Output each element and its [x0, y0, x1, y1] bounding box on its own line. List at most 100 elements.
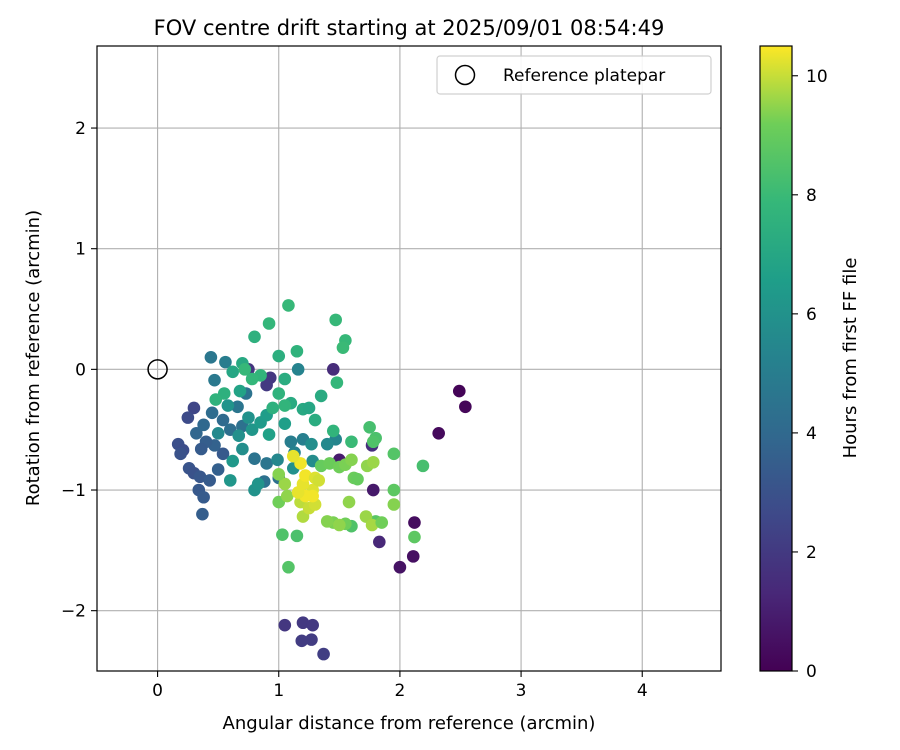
data-point: [278, 372, 292, 386]
data-point: [248, 330, 261, 344]
data-point: [208, 373, 221, 387]
data-point: [342, 495, 356, 509]
data-point: [320, 515, 334, 528]
data-point: [286, 449, 300, 463]
data-points: [171, 299, 472, 661]
data-point: [278, 399, 292, 412]
x-tick-label: 0: [152, 681, 163, 701]
data-point: [326, 424, 340, 438]
data-point: [345, 435, 358, 449]
y-tick-label: −1: [61, 481, 86, 501]
colorbar-tick-label: 8: [806, 186, 817, 206]
colorbar-tick-label: 4: [806, 424, 817, 444]
reference-platepar-marker: [147, 359, 168, 380]
data-point: [278, 477, 292, 491]
data-point: [306, 618, 319, 632]
colorbar-label: Hours from first FF file: [840, 258, 861, 459]
data-point: [236, 442, 249, 456]
x-tick-label: 3: [516, 681, 527, 701]
data-point: [211, 427, 225, 440]
data-point: [278, 417, 292, 430]
data-point: [375, 516, 389, 529]
data-point: [205, 406, 219, 420]
data-point: [408, 516, 421, 529]
data-point: [226, 365, 240, 379]
data-point: [276, 528, 289, 541]
data-point: [174, 447, 187, 461]
data-point: [305, 437, 318, 451]
data-point: [366, 435, 380, 449]
data-point: [196, 507, 209, 521]
data-point: [393, 560, 407, 574]
legend-reference-marker-icon: [454, 64, 476, 86]
data-point: [373, 535, 386, 549]
data-point: [282, 299, 295, 312]
data-point: [323, 457, 336, 470]
data-point: [197, 490, 210, 504]
data-point: [416, 459, 430, 473]
data-point: [295, 634, 309, 648]
colorbar: 0 2 4 6 8 10 Hours from first FF file: [759, 45, 861, 682]
data-point: [408, 530, 421, 544]
data-point: [452, 384, 466, 398]
data-point: [345, 453, 358, 467]
data-point: [262, 428, 276, 441]
plot-frame: [96, 45, 722, 672]
data-point: [203, 474, 216, 487]
colorbar-tick-label: 6: [806, 305, 817, 325]
data-point: [193, 470, 207, 484]
x-axis-label: Angular distance from reference (arcmin): [223, 713, 596, 734]
data-point: [291, 363, 305, 376]
data-point: [223, 474, 237, 487]
data-point: [272, 349, 286, 363]
data-point: [296, 616, 310, 630]
data-point: [326, 363, 340, 376]
data-point: [226, 454, 240, 468]
data-point: [272, 468, 286, 481]
data-point: [330, 376, 344, 389]
data-point: [387, 483, 401, 497]
data-point: [432, 427, 445, 440]
data-point: [317, 647, 330, 661]
data-point: [351, 472, 364, 486]
data-point: [242, 411, 255, 424]
data-point: [266, 401, 279, 415]
data-point: [233, 384, 247, 398]
data-point: [211, 463, 225, 476]
data-point: [251, 477, 265, 491]
colorbar-ticks: 0 2 4 6 8 10: [792, 67, 828, 682]
colorbar-tick-label: 10: [806, 67, 828, 87]
data-point: [271, 453, 284, 467]
data-point: [232, 429, 246, 443]
data-point: [216, 413, 230, 427]
data-point: [278, 618, 292, 632]
data-point: [290, 344, 304, 358]
data-point: [406, 550, 420, 563]
data-point: [216, 447, 230, 461]
y-axis-ticks: −2 −1 0 1 2: [61, 119, 97, 622]
data-point: [272, 387, 286, 400]
y-axis-label: Rotation from reference (arcmin): [23, 210, 44, 506]
data-point: [290, 529, 304, 543]
data-point: [302, 401, 316, 415]
legend-label: Reference platepar: [503, 66, 665, 86]
data-point: [231, 400, 244, 414]
legend: Reference platepar: [436, 55, 712, 95]
chart-title: FOV centre drift starting at 2025/09/01 …: [154, 16, 665, 40]
data-point: [314, 389, 328, 403]
x-tick-label: 2: [394, 681, 405, 701]
data-point: [194, 442, 208, 456]
y-tick-label: 0: [75, 360, 86, 380]
data-point: [190, 427, 203, 440]
data-point: [209, 393, 223, 406]
data-point: [181, 411, 195, 424]
data-point: [365, 518, 379, 532]
data-point: [291, 486, 305, 499]
data-point: [197, 418, 210, 432]
data-point: [387, 447, 401, 461]
data-point: [280, 489, 294, 503]
y-tick-label: 1: [75, 240, 86, 260]
data-point: [308, 413, 322, 427]
colorbar-tick-label: 2: [806, 543, 817, 563]
